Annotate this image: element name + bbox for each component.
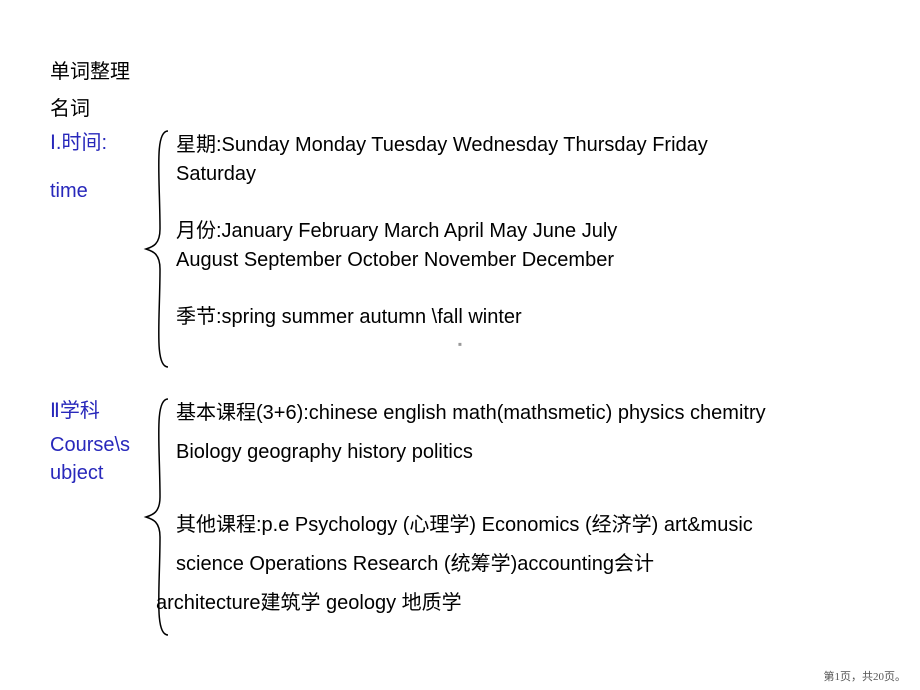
section-time-content: 星期:Sunday Monday Tuesday Wednesday Thurs… [176,129,870,369]
label-subject-en: Course\subject [50,431,140,487]
text-line: 星期:Sunday Monday Tuesday Wednesday Thurs… [176,131,870,160]
text-line: Saturday [176,160,870,189]
group-basic-courses: 基本课程(3+6):chinese english math(mathsmeti… [176,399,870,467]
label-subject-cn: Ⅱ学科 [50,397,140,425]
brace-time [140,129,176,369]
label-time-en: time [50,177,140,205]
heading-vocab: 单词整理 [50,55,870,84]
label-time-cn: Ⅰ.时间: [50,129,140,157]
heading-noun: 名词 [50,92,870,121]
text-line: 季节:spring summer autumn \fall winter [176,303,870,332]
section-subject-content: 基本课程(3+6):chinese english math(mathsmeti… [176,397,870,637]
text-line: Biology geography history politics [176,438,870,467]
page-footer: 第1页，共20页。 [824,668,907,684]
page: 单词整理 名词 Ⅰ.时间: time 星期:Sunday Monday Tues… [0,0,920,690]
group-weekdays: 星期:Sunday Monday Tuesday Wednesday Thurs… [176,131,870,189]
group-other-courses: 其他课程:p.e Psychology (心理学) Economics (经济学… [176,511,870,618]
group-months: 月份:January February March April May June… [176,217,870,275]
group-seasons: 季节:spring summer autumn \fall winter [176,303,870,332]
section-subject: Ⅱ学科 Course\subject 基本课程(3+6):chinese eng… [50,397,870,637]
text-line: architecture建筑学 geology 地质学 [156,589,870,618]
text-line: August September October November Decemb… [176,246,870,275]
brace-icon [140,129,176,369]
section-subject-labels: Ⅱ学科 Course\subject [50,397,140,637]
section-time-labels: Ⅰ.时间: time [50,129,140,369]
center-dot-icon: ▪ [458,337,462,351]
text-line: science Operations Research (统筹学)account… [176,550,870,579]
text-line: 其他课程:p.e Psychology (心理学) Economics (经济学… [176,511,870,540]
text-line: 月份:January February March April May June… [176,217,870,246]
text-line: 基本课程(3+6):chinese english math(mathsmeti… [176,399,870,428]
section-time: Ⅰ.时间: time 星期:Sunday Monday Tuesday Wedn… [50,129,870,369]
